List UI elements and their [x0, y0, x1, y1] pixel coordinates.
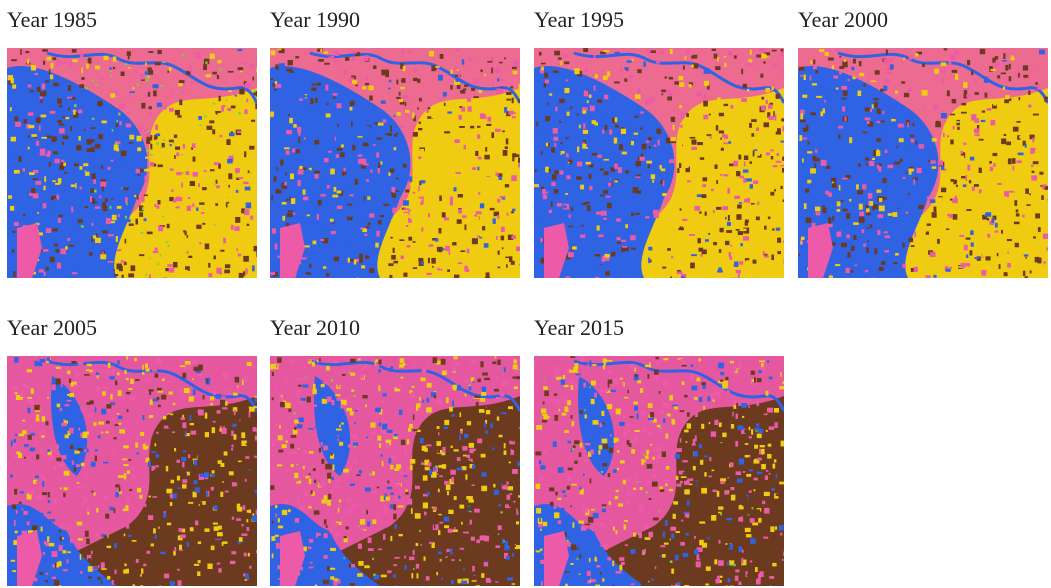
land-cover-map [7, 48, 257, 278]
panel-title: Year 2000 [798, 7, 889, 32]
panel-title: Year 1995 [534, 7, 625, 32]
panel-title: Year 1990 [270, 7, 361, 32]
land-cover-map [7, 356, 257, 586]
panel-title: Year 2010 [270, 315, 361, 340]
land-cover-map [270, 48, 520, 278]
land-cover-map [270, 356, 520, 586]
panel-title: Year 2015 [534, 315, 625, 340]
panel-title: Year 2005 [7, 315, 98, 340]
land-cover-map [534, 356, 784, 586]
land-cover-map [798, 48, 1048, 278]
panel-title: Year 1985 [7, 7, 98, 32]
land-cover-map [534, 48, 784, 278]
